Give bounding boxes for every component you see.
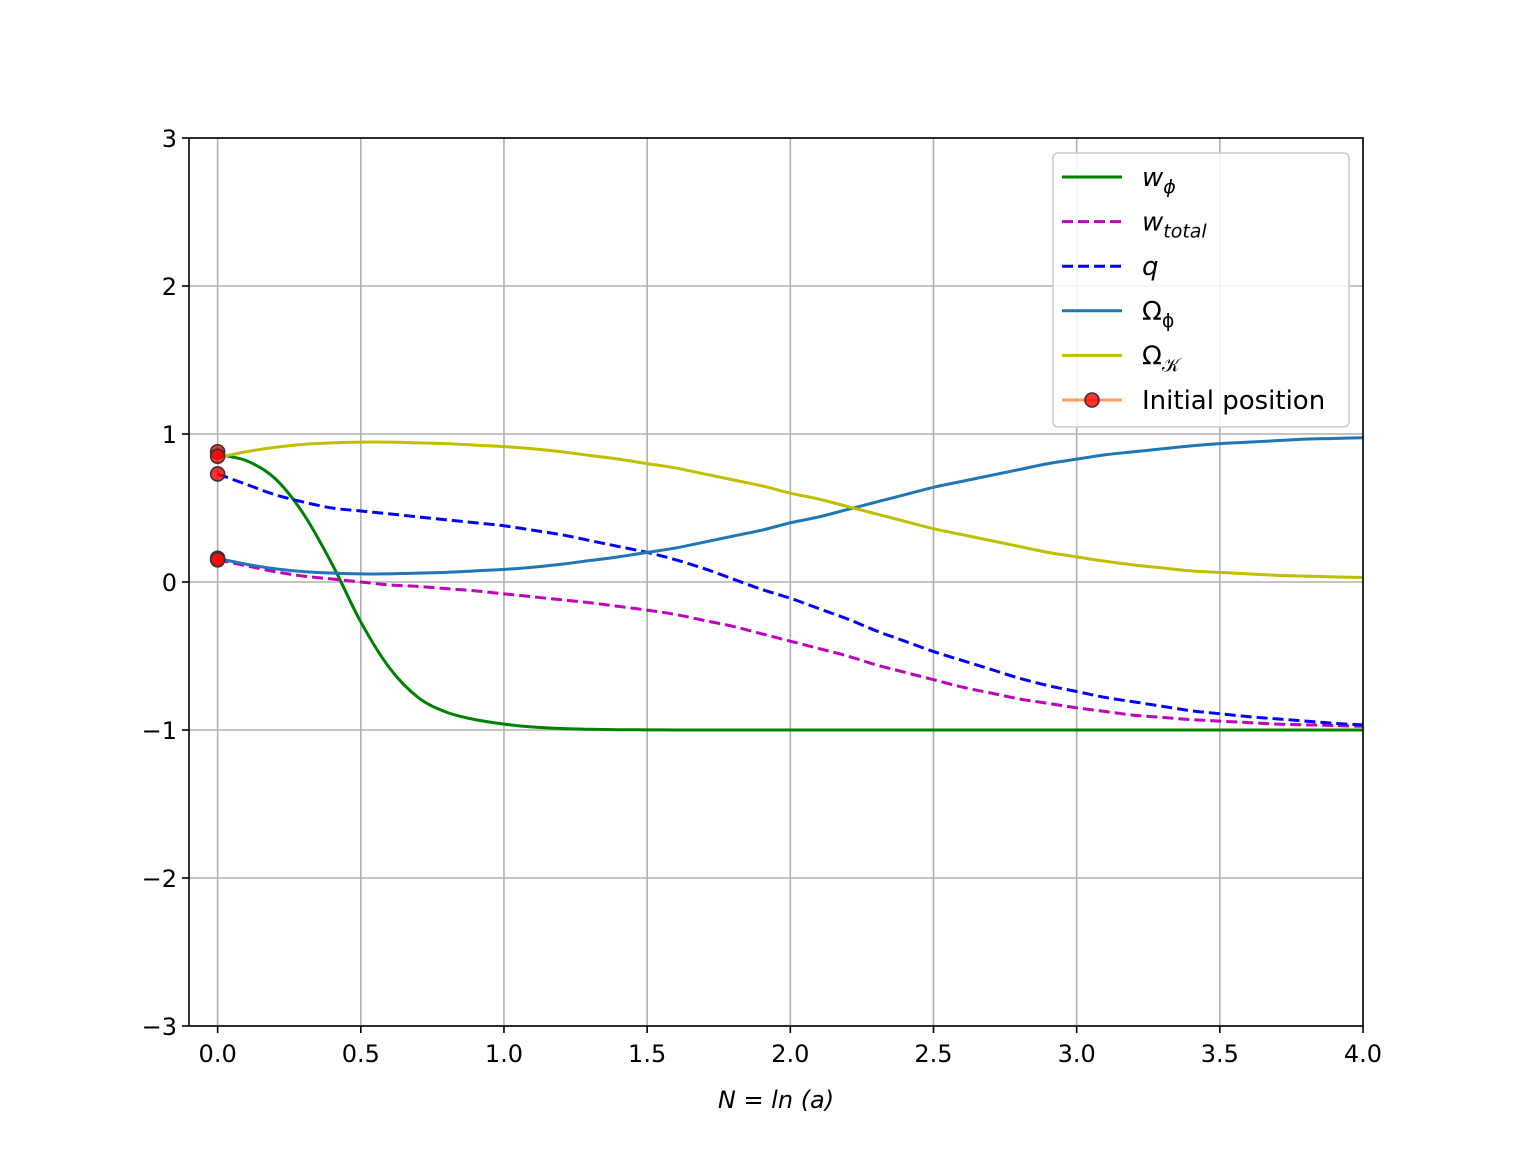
y-tick-label: 0	[162, 569, 177, 597]
omega-k-line	[217, 440, 1364, 580]
omega-phi-line	[217, 436, 1364, 576]
x-tick-label: 0.0	[199, 1040, 237, 1068]
initial-position-marker	[209, 448, 226, 465]
x-tick-label: 4.0	[1344, 1040, 1382, 1068]
w-phi-line	[217, 453, 1363, 732]
q-line	[217, 472, 1364, 727]
x-tick-label: 2.5	[914, 1040, 952, 1068]
y-tick-label: −1	[142, 717, 177, 745]
initial-position-marker	[209, 551, 226, 568]
x-tick-label: 3.0	[1058, 1040, 1096, 1068]
legend-label: q	[1142, 252, 1159, 282]
x-axis-label: N = ln (a)	[718, 1086, 834, 1114]
y-tick-label: 2	[162, 273, 177, 301]
initial-position-marker	[209, 466, 226, 482]
legend-label: wϕ	[1142, 163, 1176, 198]
series-lines	[217, 436, 1364, 732]
y-tick-label: 1	[162, 421, 177, 449]
y-tick-label: 3	[162, 125, 177, 153]
legend-label: Ω𝒦	[1142, 341, 1182, 376]
legend-marker	[1084, 392, 1100, 408]
legend-label: Ωϕ	[1142, 297, 1174, 332]
x-tick-label: 0.5	[342, 1040, 380, 1068]
legend-label: wtotal	[1142, 208, 1207, 243]
x-tick-label: 3.5	[1201, 1040, 1239, 1068]
w-total-line	[217, 558, 1364, 728]
legend-label: Initial position	[1142, 386, 1325, 416]
x-tick-label: 1.0	[485, 1040, 523, 1068]
axis-ticks: 0.0 0.5 1.0 1.5 2.0 2.5 3.0 3.5 4.0 −3 −2 −1 0 1 2 3	[142, 125, 1382, 1068]
legend-box	[1052, 152, 1350, 428]
x-tick-label: 2.0	[771, 1040, 809, 1068]
y-tick-label: −3	[142, 1013, 177, 1041]
initial-position-markers	[209, 443, 226, 568]
x-tick-label: 1.5	[628, 1040, 666, 1068]
legend: wϕ wtotal q Ωϕ Ω𝒦 Initial position	[1052, 152, 1350, 428]
y-tick-label: −2	[142, 865, 177, 893]
